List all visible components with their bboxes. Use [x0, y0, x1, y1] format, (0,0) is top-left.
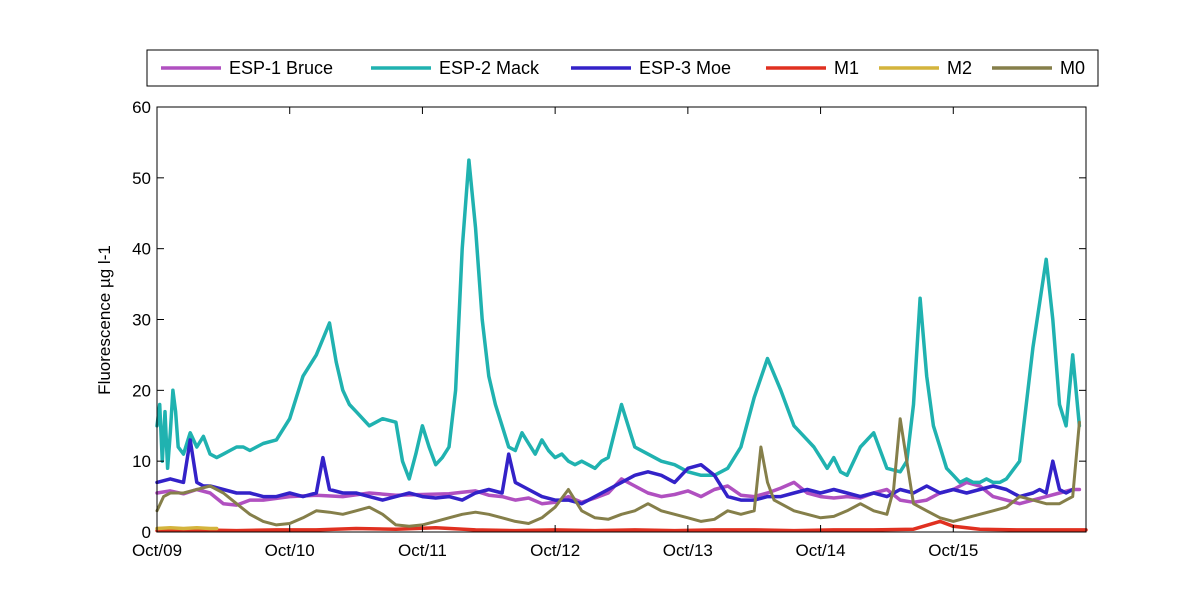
x-tick-label: Oct/10: [265, 541, 315, 560]
series-line-m2: [155, 526, 219, 531]
legend-label-esp-1-bruce: ESP-1 Bruce: [229, 58, 333, 78]
y-tick-label: 20: [132, 381, 151, 400]
y-tick-label: 30: [132, 311, 151, 330]
y-tick-label: 40: [132, 240, 151, 259]
y-tick-label: 60: [132, 98, 151, 117]
y-axis-title: Fluorescence µg l-1: [95, 245, 114, 395]
series-line-m0: [155, 417, 1081, 528]
plot-lines: [155, 158, 1088, 533]
legend-label-m2: M2: [947, 58, 972, 78]
x-tick-label: Oct/13: [663, 541, 713, 560]
x-tick-label: Oct/11: [398, 541, 447, 560]
x-axis: Oct/09 Oct/10 Oct/11 Oct/12 Oct/13 Oct/14 Oct/…: [132, 107, 978, 560]
series-line-esp-3-moe: [155, 438, 1075, 506]
y-axis: 0 10 20 30 40 50 60: [132, 98, 1086, 542]
y-tick-label: 10: [132, 452, 151, 471]
y-tick-label: 50: [132, 169, 151, 188]
legend-label-m1: M1: [834, 58, 859, 78]
series-line-m1: [155, 519, 1088, 533]
series-line-esp-2-mack: [155, 158, 1082, 485]
x-tick-label: Oct/14: [796, 541, 846, 560]
legend-label-esp-2-mack: ESP-2 Mack: [439, 58, 540, 78]
legend: ESP-1 Bruce ESP-2 Mack ESP-3 Moe M1 M2 M0: [146, 49, 1099, 87]
legend-label-m0: M0: [1060, 58, 1085, 78]
x-tick-label: Oct/15: [928, 541, 978, 560]
x-tick-label: Oct/09: [132, 541, 182, 560]
legend-label-esp-3-moe: ESP-3 Moe: [639, 58, 731, 78]
y-tick-label: 0: [142, 523, 151, 542]
x-tick-label: Oct/12: [530, 541, 580, 560]
